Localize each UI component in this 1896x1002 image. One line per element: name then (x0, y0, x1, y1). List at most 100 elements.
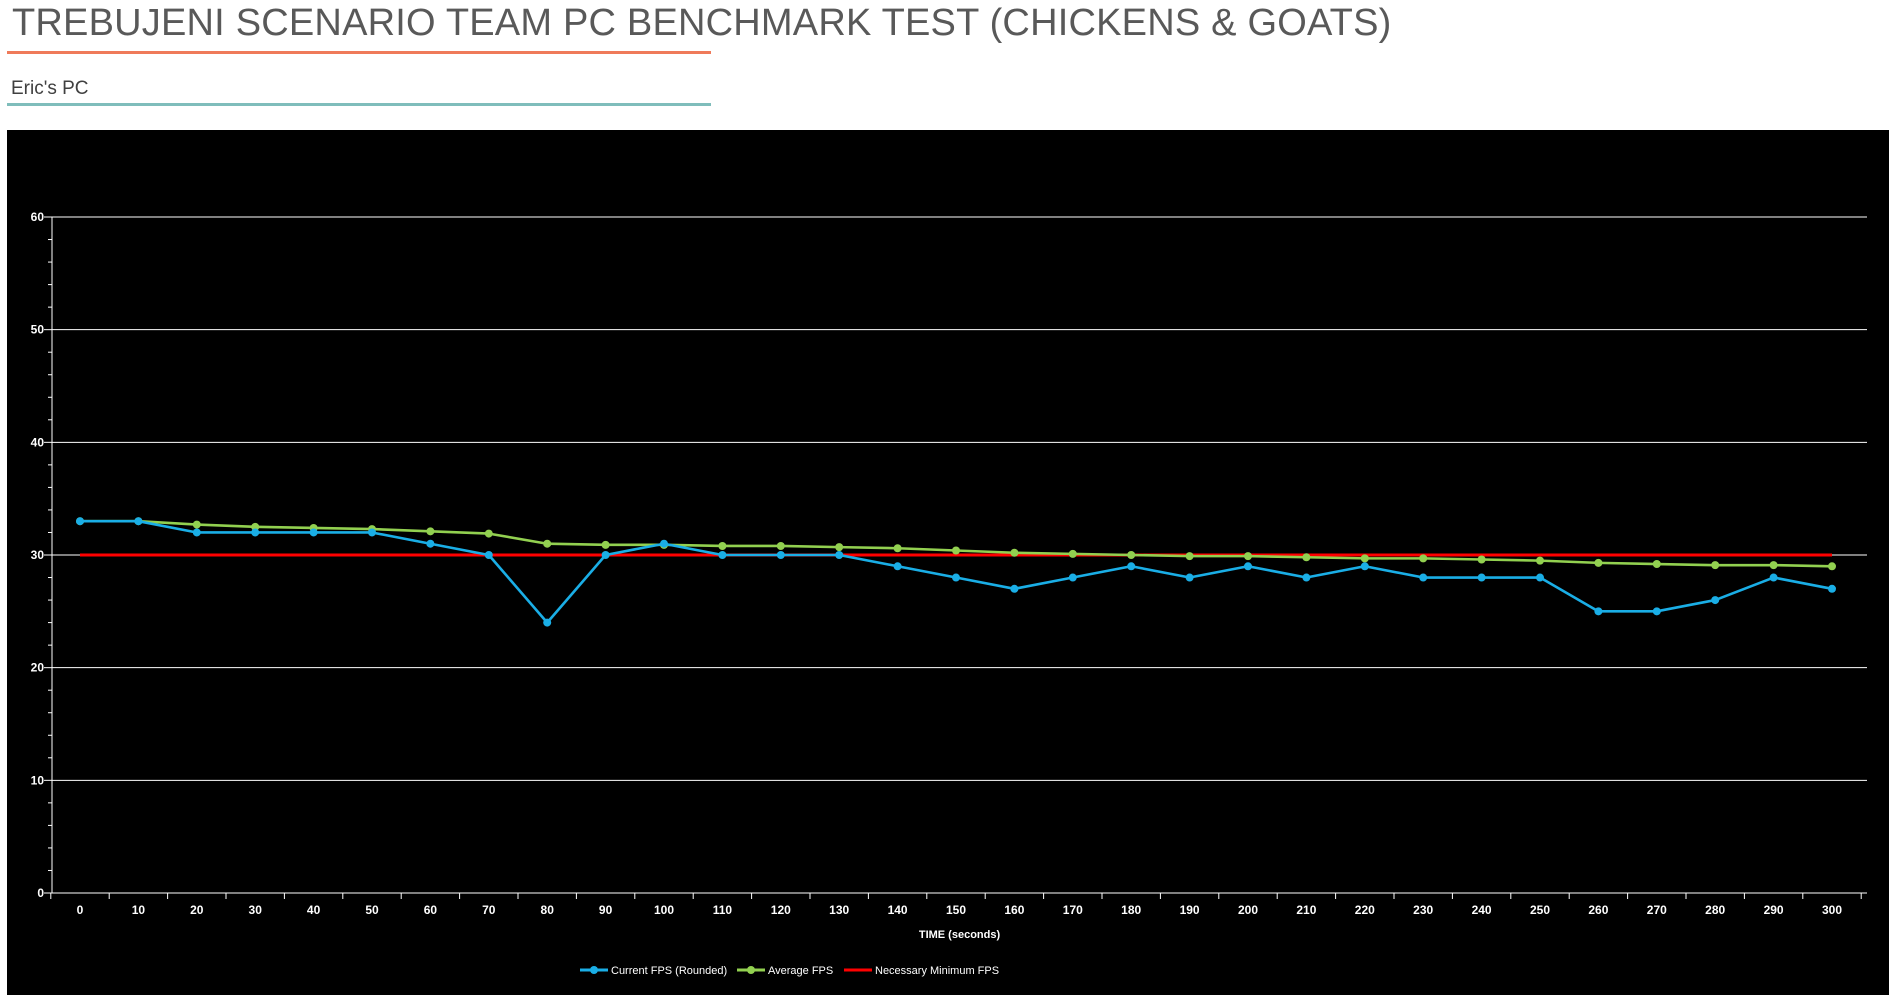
y-tick-label: 50 (31, 323, 45, 337)
x-tick-label: 100 (654, 903, 674, 917)
y-tick-label: 60 (31, 210, 45, 224)
series-line-0 (80, 519, 1833, 624)
data-point-series-0 (134, 517, 143, 526)
data-point-series-1 (1711, 561, 1720, 570)
x-tick-label: 190 (1180, 903, 1200, 917)
x-tick-label: 200 (1238, 903, 1258, 917)
data-point-series-0 (76, 517, 84, 526)
data-point-series-1 (1185, 552, 1194, 561)
data-point-series-1 (1360, 554, 1369, 563)
data-point-series-0 (192, 528, 201, 537)
data-point-series-1 (192, 520, 201, 529)
data-point-series-0 (893, 562, 902, 571)
y-tick-label: 20 (31, 661, 45, 675)
data-point-series-1 (1594, 558, 1603, 567)
page-title: TREBUJENI SCENARIO TEAM PC BENCHMARK TES… (12, 2, 1392, 44)
x-tick-label: 140 (888, 903, 908, 917)
data-point-series-1 (1419, 554, 1428, 563)
data-point-series-1 (601, 540, 610, 549)
x-tick-label: 290 (1764, 903, 1784, 917)
fps-line-chart: 0 10 20 30 40 50 60 0 10 20 30 40 50 60 70 80 90 100 110 12… (31, 210, 1867, 977)
x-tick-label: 170 (1063, 903, 1083, 917)
data-point-series-0 (776, 551, 785, 559)
data-point-series-1 (1068, 549, 1077, 558)
data-point-series-0 (952, 573, 960, 582)
y-tick-label: 10 (31, 773, 45, 787)
data-point-series-1 (1536, 556, 1544, 565)
y-tick-label: 40 (31, 435, 45, 449)
data-point-series-1 (426, 527, 435, 536)
x-tick-label: 160 (1004, 903, 1024, 917)
data-point-series-1 (1010, 548, 1019, 557)
data-point-series-1 (893, 544, 902, 553)
data-point-series-1 (1127, 551, 1136, 559)
data-point-series-1 (484, 529, 493, 538)
data-point-series-1 (835, 543, 844, 552)
data-point-series-1 (1652, 560, 1661, 569)
data-point-series-0 (1594, 607, 1603, 616)
data-point-series-0 (1185, 573, 1194, 582)
legend-marker-0 (590, 966, 598, 974)
x-tick-label: 80 (541, 903, 555, 917)
x-tick-label: 120 (771, 903, 791, 917)
data-point-series-0 (1477, 573, 1486, 582)
x-tick-label: 240 (1472, 903, 1492, 917)
x-tick-label: 300 (1822, 903, 1842, 917)
x-tick-label: 130 (829, 903, 849, 917)
chart-panel: 0 10 20 30 40 50 60 0 10 20 30 40 50 60 70 80 90 100 110 12… (7, 130, 1889, 995)
data-point-series-0 (1828, 584, 1836, 593)
data-point-series-0 (1010, 584, 1019, 593)
data-point-series-0 (1419, 573, 1428, 582)
data-point-series-1 (251, 522, 260, 531)
x-tick-label: 110 (713, 903, 733, 917)
data-point-series-0 (835, 551, 844, 559)
series-line-1 (80, 519, 1833, 568)
data-point-series-0 (1652, 607, 1661, 616)
legend-label: Average FPS (768, 965, 833, 977)
page-subtitle: Eric's PC (11, 78, 89, 99)
data-point-series-0 (601, 551, 610, 559)
data-point-series-1 (952, 546, 960, 555)
data-point-series-0 (426, 539, 435, 548)
legend-label: Current FPS (Rounded) (611, 965, 727, 977)
data-point-series-0 (368, 528, 376, 537)
legend-label: Necessary Minimum FPS (875, 965, 999, 977)
data-point-series-0 (251, 528, 260, 537)
data-point-series-0 (1360, 562, 1369, 571)
x-tick-label: 260 (1588, 903, 1608, 917)
x-axis-title: TIME (seconds) (919, 929, 1001, 941)
x-tick-label: 90 (599, 903, 613, 917)
legend-marker-1 (747, 966, 755, 974)
data-point-series-0 (660, 539, 668, 548)
y-tick-label: 30 (31, 548, 45, 562)
data-point-series-1 (776, 541, 785, 550)
title-underline (7, 51, 711, 54)
x-tick-label: 70 (482, 903, 496, 917)
x-tick-label: 10 (132, 903, 146, 917)
x-tick-label: 180 (1121, 903, 1141, 917)
data-point-series-0 (1536, 573, 1544, 582)
data-point-series-1 (1477, 555, 1486, 564)
data-point-series-0 (1302, 573, 1311, 582)
data-point-series-0 (1127, 562, 1136, 571)
subtitle-underline (7, 103, 711, 106)
data-point-series-1 (543, 539, 552, 548)
x-tick-label: 280 (1705, 903, 1725, 917)
data-point-series-0 (1711, 596, 1720, 605)
x-tick-label: 30 (249, 903, 263, 917)
data-point-series-1 (1244, 552, 1252, 561)
y-tick-label: 0 (37, 886, 44, 900)
x-tick-label: 150 (946, 903, 966, 917)
x-tick-label: 220 (1355, 903, 1375, 917)
data-point-series-0 (1068, 573, 1077, 582)
data-point-series-1 (1769, 561, 1778, 570)
x-tick-label: 270 (1647, 903, 1667, 917)
x-tick-label: 210 (1296, 903, 1316, 917)
data-point-series-1 (1828, 562, 1836, 571)
x-tick-label: 60 (424, 903, 438, 917)
data-point-series-0 (484, 551, 493, 559)
x-tick-label: 20 (190, 903, 204, 917)
data-point-series-0 (309, 528, 318, 537)
x-tick-label: 230 (1413, 903, 1433, 917)
data-point-series-1 (718, 541, 727, 550)
